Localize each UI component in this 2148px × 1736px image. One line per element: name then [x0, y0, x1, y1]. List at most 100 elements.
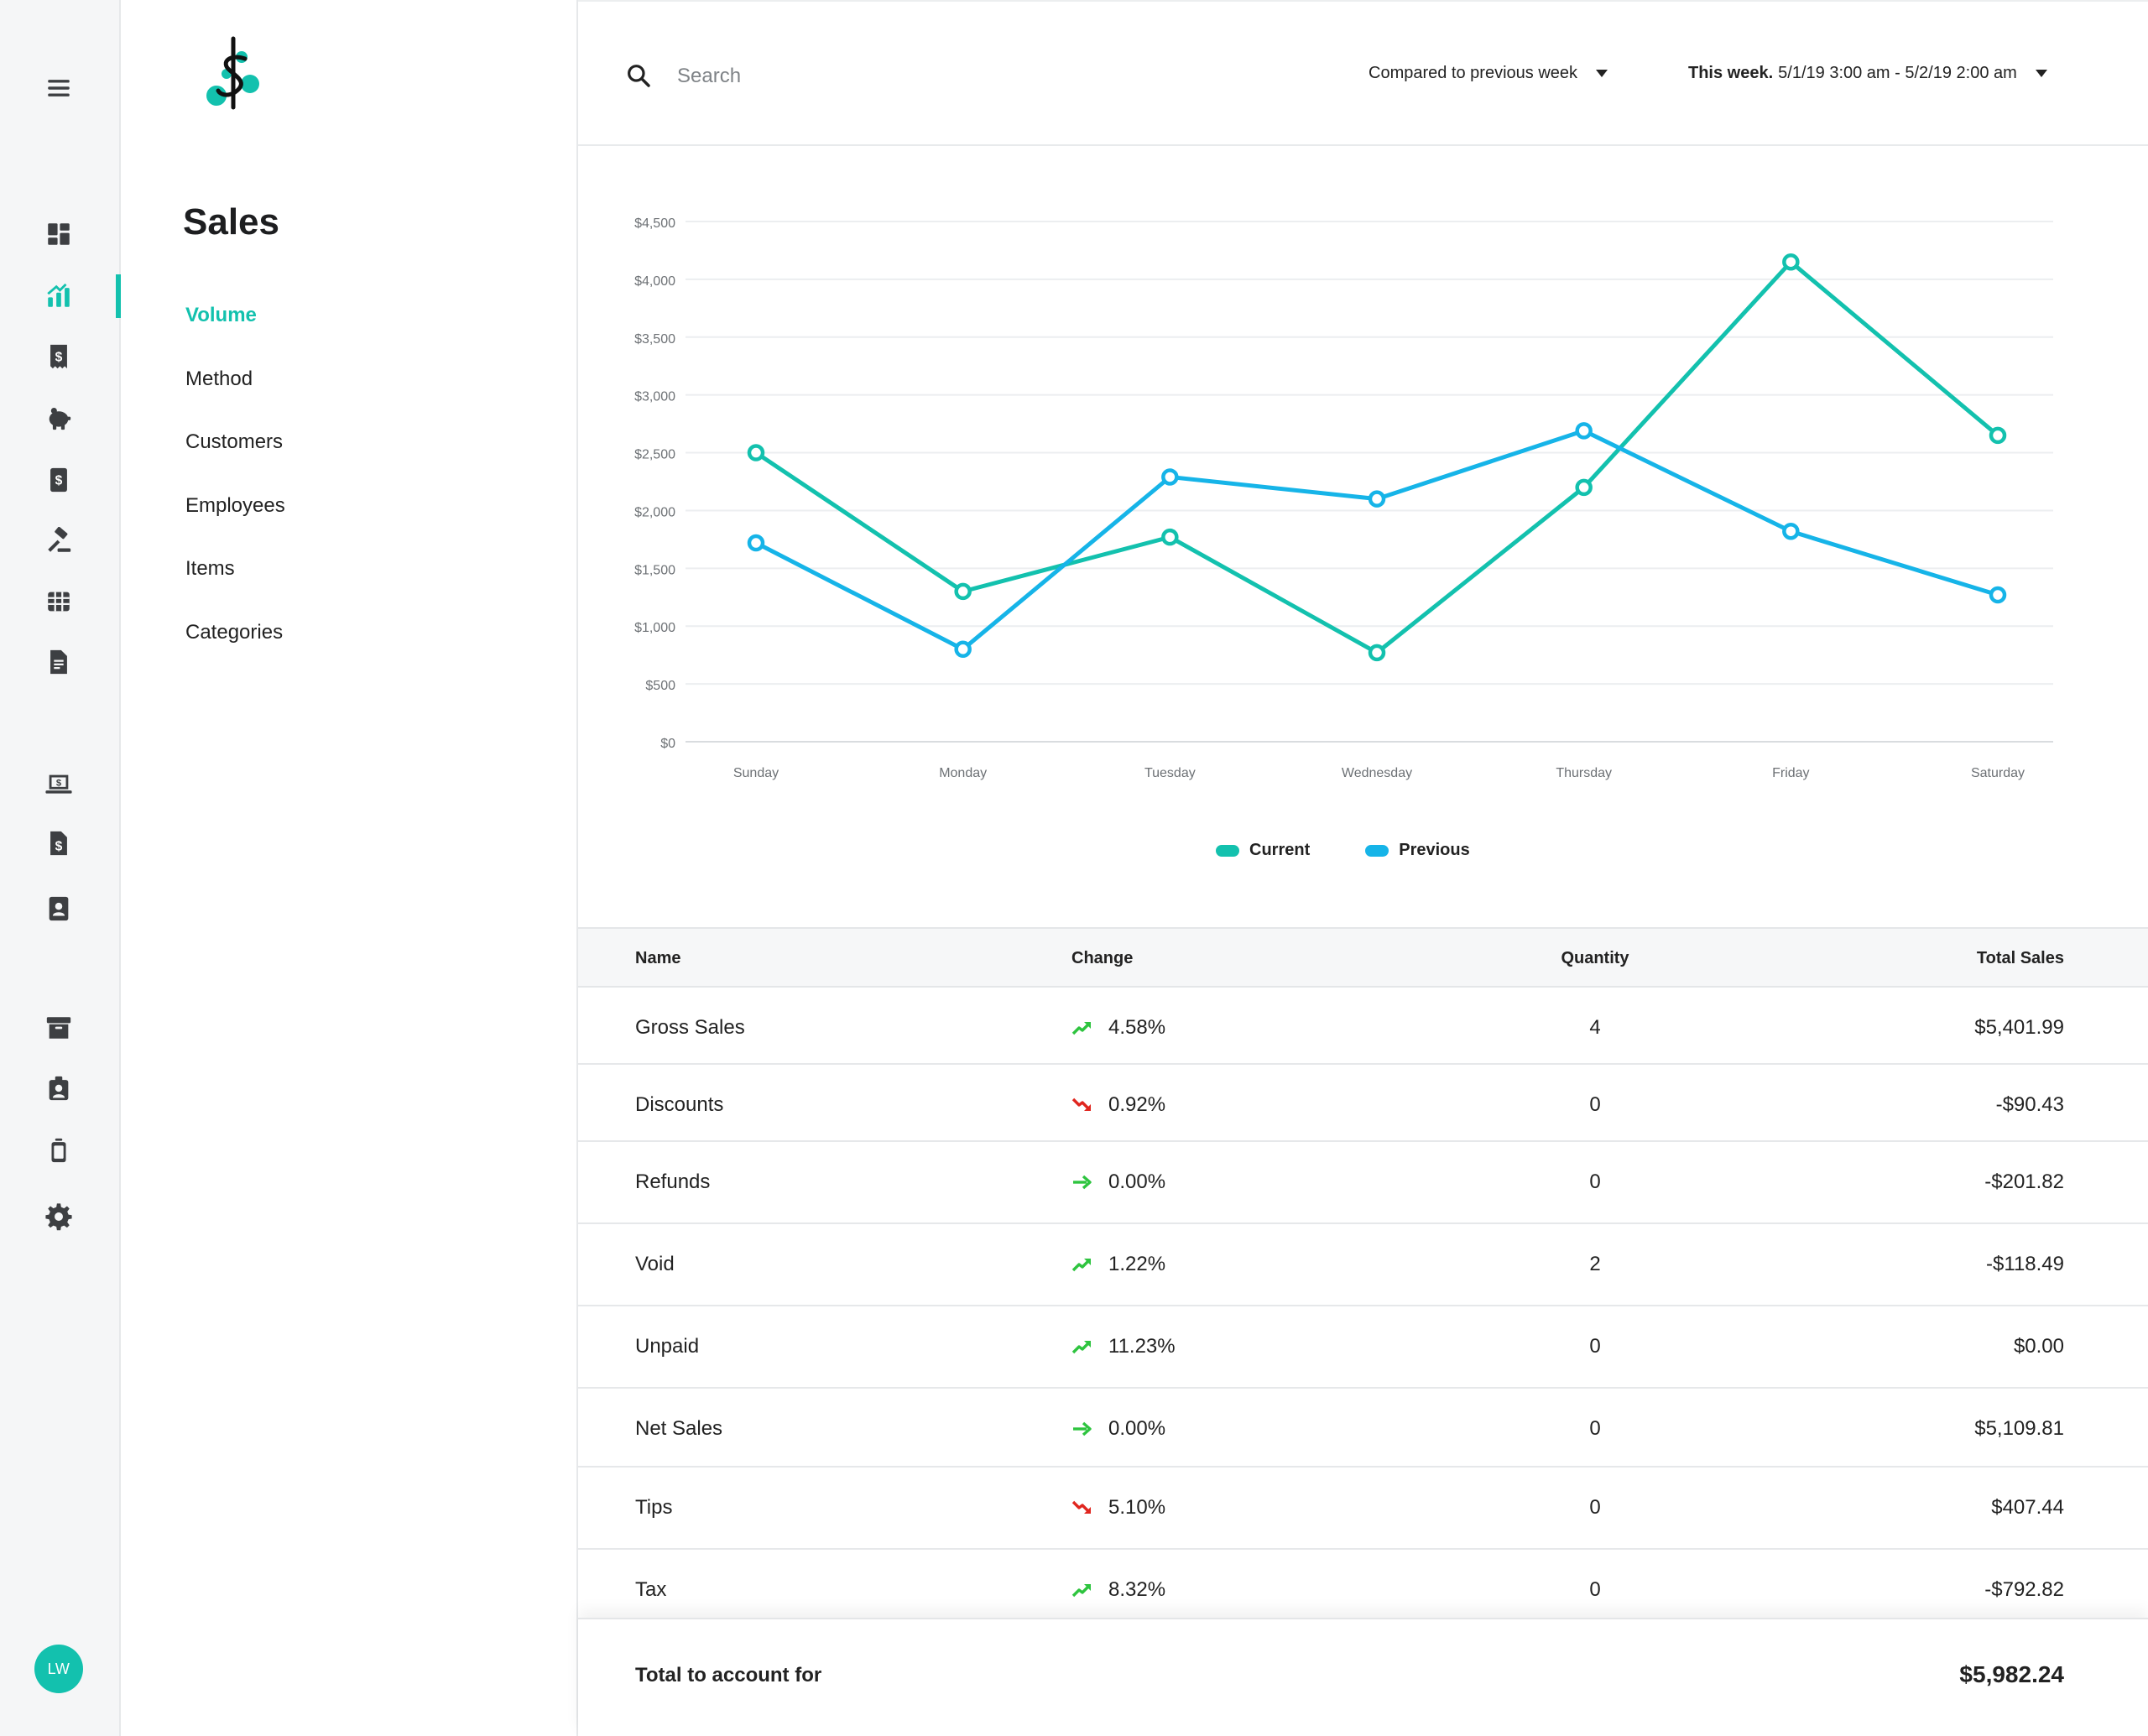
x-tick-label: Thursday: [1556, 766, 1612, 780]
row-total-sales: -$90.43: [1995, 1093, 2064, 1116]
archive-icon[interactable]: [40, 1009, 77, 1046]
date-range-value: 5/1/19 3:00 am - 5/2/19 2:00 am: [1778, 64, 2017, 82]
piggy-bank-icon[interactable]: [40, 399, 77, 436]
row-name: Gross Sales: [635, 1016, 745, 1039]
change-value: 0.00%: [1108, 1170, 1166, 1193]
trend-up-icon: [1071, 1019, 1108, 1036]
y-tick-label: $3,500: [634, 332, 675, 347]
svg-text:$: $: [56, 778, 62, 788]
subnav-item-items[interactable]: Items: [185, 557, 235, 580]
row-quantity: 0: [1589, 1170, 1601, 1193]
subnav-item-employees[interactable]: Employees: [185, 494, 285, 517]
x-tick-label: Wednesday: [1342, 766, 1412, 780]
employee-badge-icon[interactable]: [40, 1070, 77, 1107]
table-row[interactable]: Gross Sales 4.58% 4 $5,401.99: [578, 988, 2148, 1065]
trend-up-icon: [1071, 1582, 1108, 1598]
svg-text:$: $: [55, 351, 63, 365]
hamburger-menu-icon[interactable]: [40, 70, 77, 107]
row-change: 0.92%: [1071, 1093, 1165, 1117]
table-grid-icon[interactable]: [40, 583, 77, 620]
legend-item-previous[interactable]: Previous: [1365, 841, 1470, 860]
contacts-book-icon[interactable]: [40, 890, 77, 927]
row-change: 5.10%: [1071, 1496, 1165, 1520]
file-dollar-icon[interactable]: $: [40, 825, 77, 862]
legend-swatch: [1365, 844, 1389, 857]
row-total-sales: $407.44: [1991, 1496, 2064, 1519]
series-line-current: [754, 259, 1999, 655]
reports-subnav: Sales Volume Method Customers Employees Item…: [121, 0, 578, 1736]
row-change: 0.00%: [1071, 1417, 1165, 1441]
data-point: [1368, 644, 1386, 662]
date-range-dropdown[interactable]: This week. 5/1/19 3:00 am - 5/2/19 2:00 …: [1688, 64, 2047, 83]
reports-icon[interactable]: [40, 278, 77, 315]
y-tick-label: $0: [660, 737, 675, 751]
trend-up-icon: [1071, 1338, 1108, 1355]
search-icon: [628, 65, 650, 87]
main-content: Compared to previous week This week. 5/1…: [578, 0, 2148, 1736]
row-quantity: 0: [1589, 1578, 1601, 1601]
header-quantity[interactable]: Quantity: [1561, 949, 1629, 967]
subnav-item-method[interactable]: Method: [185, 368, 253, 390]
total-label: Total to account for: [635, 1664, 822, 1686]
data-point: [747, 534, 765, 552]
table-row[interactable]: Discounts 0.92% 0 -$90.43: [578, 1065, 2148, 1142]
change-value: 1.22%: [1108, 1253, 1166, 1275]
x-tick-label: Saturday: [1971, 766, 2025, 780]
subnav-item-volume[interactable]: Volume: [185, 304, 257, 326]
document-icon[interactable]: [40, 644, 77, 680]
series-line-previous: [754, 428, 1999, 652]
user-avatar[interactable]: LW: [34, 1645, 83, 1693]
y-tick-label: $2,000: [634, 505, 675, 519]
data-point: [1368, 490, 1386, 508]
settings-gear-icon[interactable]: [40, 1198, 77, 1235]
total-value: $5,982.24: [1959, 1661, 2064, 1687]
x-tick-label: Tuesday: [1144, 766, 1196, 780]
svg-text:$: $: [55, 474, 63, 488]
row-name: Unpaid: [635, 1335, 700, 1358]
compare-period-label: Compared to previous week: [1369, 64, 1578, 82]
y-tick-label: $4,500: [634, 216, 675, 231]
laptop-payment-icon[interactable]: $: [40, 766, 77, 803]
table-header: Name Change Quantity Total Sales: [578, 927, 2148, 988]
header-name[interactable]: Name: [635, 949, 681, 967]
change-value: 0.00%: [1108, 1417, 1166, 1440]
data-point: [1575, 422, 1593, 440]
table-row[interactable]: Refunds 0.00% 0 -$201.82: [578, 1142, 2148, 1224]
legend-item-current[interactable]: Current: [1216, 841, 1310, 860]
gavel-icon[interactable]: [40, 523, 77, 560]
search-input[interactable]: [677, 59, 1097, 94]
row-total-sales: $5,401.99: [1974, 1016, 2064, 1039]
subnav-item-categories[interactable]: Categories: [185, 621, 284, 644]
line-chart: $0 $500 $1,000 $1,500 $2,000 $2,500 $3,000 $3,5…: [634, 216, 2053, 780]
compare-period-dropdown[interactable]: Compared to previous week: [1369, 64, 1608, 83]
data-point: [954, 582, 972, 601]
row-total-sales: -$118.49: [1986, 1253, 2064, 1275]
subnav-item-customers[interactable]: Customers: [185, 430, 284, 453]
trend-flat-icon: [1071, 1421, 1108, 1437]
data-point: [954, 640, 972, 659]
change-value: 8.32%: [1108, 1578, 1166, 1601]
row-quantity: 0: [1589, 1496, 1601, 1519]
y-tick-label: $1,500: [634, 563, 675, 577]
y-tick-label: $2,500: [634, 448, 675, 462]
table-row[interactable]: Unpaid 11.23% 0 $0.00: [578, 1306, 2148, 1389]
dashboard-icon[interactable]: [40, 216, 77, 253]
device-icon[interactable]: [40, 1132, 77, 1169]
header-change[interactable]: Change: [1071, 949, 1134, 967]
table-row[interactable]: Void 1.22% 2 -$118.49: [578, 1224, 2148, 1306]
row-change: 1.22%: [1071, 1253, 1165, 1276]
table-row[interactable]: Net Sales 0.00% 0 $5,109.81: [578, 1389, 2148, 1468]
row-change: 11.23%: [1071, 1335, 1176, 1358]
invoice-icon[interactable]: $: [40, 461, 77, 498]
row-name: Discounts: [635, 1093, 724, 1116]
data-point: [1989, 426, 2007, 445]
y-tick-label: $1,000: [634, 621, 675, 635]
table-row[interactable]: Tips 5.10% 0 $407.44: [578, 1468, 2148, 1550]
date-range-prefix: This week.: [1688, 64, 1774, 82]
change-value: 0.92%: [1108, 1093, 1166, 1116]
row-total-sales: $5,109.81: [1974, 1417, 2064, 1440]
header-total-sales[interactable]: Total Sales: [1976, 949, 2064, 967]
sales-receipt-icon[interactable]: $: [40, 338, 77, 375]
y-tick-label: $500: [645, 679, 675, 693]
row-name: Tax: [635, 1578, 667, 1601]
